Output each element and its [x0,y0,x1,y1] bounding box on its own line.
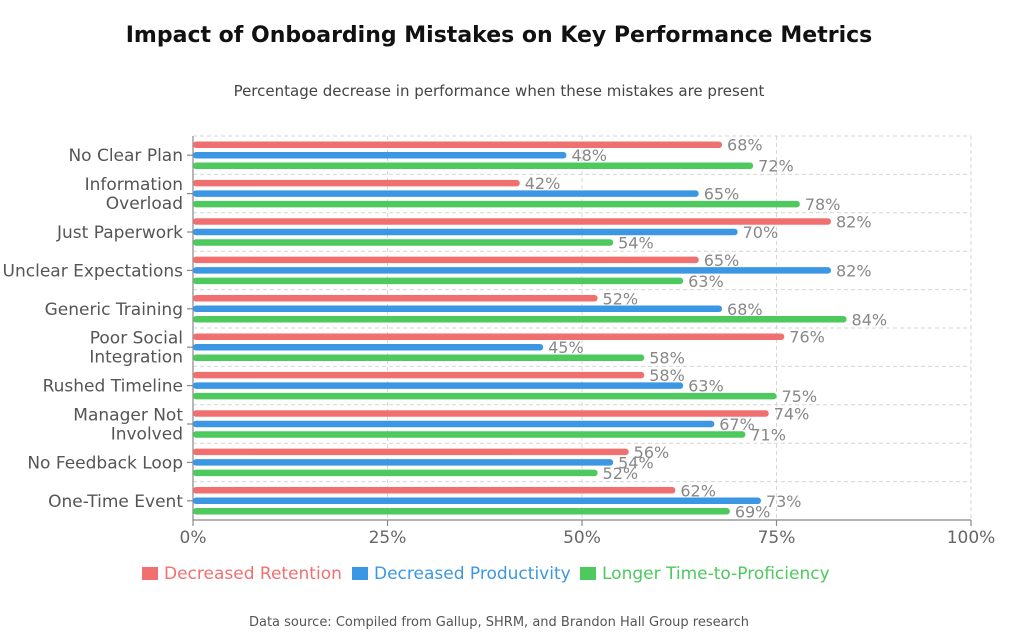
bar [193,420,715,428]
category-label: Rushed Timeline [43,377,183,397]
value-labels: 68%48%72%42%65%78%82%70%54%65%82%63%52%6… [525,136,887,522]
value-label: 78% [805,195,841,214]
bar [193,382,684,389]
value-label: 58% [649,366,685,385]
value-label: 42% [525,174,561,193]
bar [193,343,544,351]
value-label: 75% [782,387,818,406]
category-label: Involved [111,425,183,445]
value-label: 70% [743,223,779,242]
value-label: 76% [789,328,825,347]
bar [193,448,629,456]
bar [193,141,723,148]
value-label: 45% [548,338,584,357]
value-label: 48% [571,146,607,165]
value-label: 82% [836,261,872,280]
bar [193,228,738,236]
category-label: Poor Social [90,329,183,349]
x-axis-ticks: 0% 25% 50% 75% 100% [180,154,996,548]
bar [193,190,699,197]
value-label: 54% [618,234,654,253]
value-label: 52% [603,289,639,308]
value-label: 65% [704,251,740,270]
bar [193,239,614,246]
bar [193,508,730,515]
category-label: No Feedback Loop [27,453,183,473]
bar [193,295,598,302]
value-label: 63% [688,377,724,396]
grid-lines [192,135,972,521]
bar [193,459,614,466]
bar [193,354,645,361]
value-label: 62% [680,481,716,500]
bar [193,179,520,187]
bar [193,200,800,208]
x-tick-label: 100% [947,528,996,548]
bar [193,469,598,477]
legend-item-label: Longer Time-to-Proficiency [602,564,830,584]
category-label: No Clear Plan [68,146,183,166]
x-tick-label: 25% [369,528,407,548]
bar [193,151,567,159]
value-label: 63% [688,272,724,291]
value-label: 52% [603,464,639,483]
value-label: 73% [766,492,802,511]
value-label: 72% [758,157,794,176]
value-label: 69% [735,502,771,521]
value-label: 68% [727,136,763,155]
legend-item-label: Decreased Productivity [374,564,571,584]
bar [193,277,684,285]
bars [193,141,847,515]
bar [193,267,831,274]
bar [193,497,761,505]
legend-swatch [352,567,368,580]
legend-swatch [580,567,596,580]
x-tick-label: 50% [563,528,601,548]
chart-title: Impact of Onboarding Mistakes on Key Per… [126,23,873,48]
bar [193,305,723,313]
category-label: Just Paperwork [56,223,183,243]
category-label: One-Time Event [48,492,183,512]
data-source-note: Data source: Compiled from Gallup, SHRM,… [249,615,749,630]
legend-item-label: Decreased Retention [164,564,342,584]
value-label: 74% [774,405,810,424]
category-label: Integration [89,348,183,368]
value-label: 71% [750,426,786,445]
value-label: 65% [704,185,740,204]
legend: Decreased Retention Decreased Productivit… [142,564,830,584]
bar [193,431,746,438]
bar [193,487,676,494]
category-label: Unclear Expectations [3,261,184,281]
legend-swatch [142,567,158,580]
category-label: Overload [106,194,183,214]
bar [193,371,645,379]
value-label: 68% [727,300,763,319]
bar [193,256,699,264]
value-label: 58% [649,349,685,368]
bar [193,316,847,323]
x-tick-label: 0% [180,528,207,548]
value-label: 67% [719,415,755,434]
bar [193,218,831,225]
category-label: Information [85,175,183,195]
value-label: 56% [634,443,670,462]
bar [193,392,777,400]
chart-subtitle: Percentage decrease in performance when … [234,82,765,100]
category-label: Generic Training [45,300,183,320]
bar [193,162,754,169]
value-label: 84% [852,310,888,329]
bar [193,410,769,417]
category-label: Manager Not [73,406,183,426]
bar [193,333,785,340]
value-label: 54% [618,453,654,472]
value-label: 82% [836,213,872,232]
x-tick-label: 75% [758,528,796,548]
